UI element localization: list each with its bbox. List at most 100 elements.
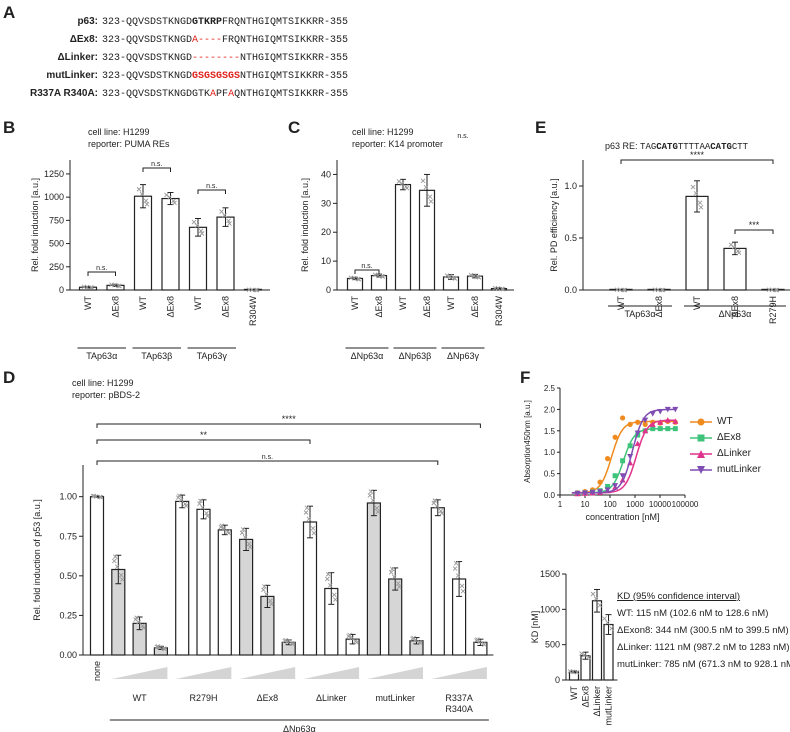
replicate-marker xyxy=(176,493,182,499)
panel-d-note: cell line: H1299 reporter: pBDS-2 xyxy=(72,377,140,401)
group-label: ΔNp63β xyxy=(399,351,432,361)
kd-summary: KD (95% confidence interval) WT: 115 nM … xyxy=(617,588,790,673)
x-tick-label: ΔEx8 xyxy=(422,296,432,318)
y-tick-label: 0.0 xyxy=(544,491,556,500)
replicate-marker xyxy=(89,285,95,291)
replicate-marker xyxy=(404,185,410,191)
replicate-marker xyxy=(162,646,168,652)
chart-f-binding: 0.0 0.5 1.0 1.5 2.0 2.5 1 10 100 1000 10000 100000 c… xyxy=(523,384,699,522)
kd-line-wt: WT: 115 nM (102.6 nM to 128.6 nM) xyxy=(617,608,769,619)
replicate-marker xyxy=(579,651,584,656)
y-tick-label: 500 xyxy=(49,239,64,249)
group-label: TAp63γ xyxy=(197,351,228,361)
legend-label-mutlinker: mutLinker xyxy=(717,464,761,475)
replicate-marker xyxy=(452,566,458,571)
replicate-marker xyxy=(452,276,458,281)
y-tick-label: 0.5 xyxy=(564,233,577,243)
significance-bracket xyxy=(96,423,481,428)
legend-label-dex8: ΔEx8 xyxy=(717,432,741,443)
sequence-segment: FRQNTHGIQMTSIKKRR-355 xyxy=(222,17,349,28)
replicate-marker xyxy=(427,194,433,200)
replicate-marker xyxy=(396,179,402,184)
data-point-mutlinker xyxy=(604,487,611,493)
replicate-marker xyxy=(347,632,352,638)
legend-item-wt: WT xyxy=(690,414,761,430)
data-point-mutlinker xyxy=(619,473,626,479)
data-point-wt xyxy=(627,421,633,427)
replicate-marker xyxy=(254,287,260,293)
sequence-segment: 323-QQVSDSTKNGD xyxy=(102,17,193,28)
replicate-marker xyxy=(428,199,434,204)
group-label: TAp63α xyxy=(624,309,655,319)
replicate-marker xyxy=(499,286,505,292)
data-point-dlinker xyxy=(642,427,649,434)
replicate-marker xyxy=(693,190,699,196)
replicate-marker xyxy=(205,513,210,519)
significance-bracket xyxy=(96,460,439,465)
x-tick-label: 1 xyxy=(558,500,563,509)
sequence-segment: 323-QQVSDSTKNGD xyxy=(102,53,193,64)
data-point-mutlinker xyxy=(627,453,634,460)
replicate-marker xyxy=(112,554,118,559)
significance-label: n.s. xyxy=(151,161,162,168)
x-tick-label: ΔEx8 xyxy=(470,296,480,318)
replicate-marker xyxy=(574,669,580,675)
replicate-marker xyxy=(261,587,266,593)
sequence-row: ΔLinker: 323-QQVSDSTKNGD--------NTHGIQMTS… xyxy=(18,52,348,64)
y-tick-label: 40 xyxy=(321,169,331,179)
replicate-marker xyxy=(586,654,591,660)
y-tick-label: 1.0 xyxy=(544,448,556,457)
significance-label: *** xyxy=(749,220,760,230)
replicate-marker xyxy=(198,498,203,504)
sequence-row: mutLinker: 323-QQVSDSTKNGDGSGSGSGSNTHGIQM… xyxy=(18,70,348,82)
replicate-marker xyxy=(324,576,330,582)
sequence-text: 323-QQVSDSTKNGDA----FRQNTHGIQMTSIKKRR-35… xyxy=(102,35,348,46)
replicate-marker xyxy=(143,198,149,204)
data-point-dlinker xyxy=(664,417,671,423)
bar xyxy=(133,195,153,291)
data-point-wt xyxy=(612,434,618,440)
replicate-marker xyxy=(98,494,104,500)
replicate-marker xyxy=(240,527,246,532)
x-tick-label: WT xyxy=(569,686,579,700)
data-point-dex8 xyxy=(665,426,671,432)
data-point-dlinker xyxy=(657,419,664,425)
x-tick-label: WT xyxy=(446,296,456,310)
x-tick-label: ΔEx8 xyxy=(166,296,176,318)
replicate-marker xyxy=(593,596,599,601)
bar xyxy=(89,496,105,656)
bar xyxy=(217,529,232,656)
group-label: ΔNp63α xyxy=(283,724,316,732)
panel-e-re-sequence: p63 RE: TAGCATGTTTTAACATGCTT xyxy=(605,140,748,153)
replicate-marker xyxy=(455,573,461,578)
significance-label: n.s. xyxy=(96,265,107,272)
significance-bracket xyxy=(620,159,774,164)
sequence-row: p63: 323-QQVSDSTKNGDGTKRPFRQNTHGIQMTSIKKR… xyxy=(18,16,348,28)
x-tick-label: 10000 xyxy=(649,500,672,509)
replicate-marker xyxy=(605,620,610,625)
significance-bracket xyxy=(354,269,380,274)
panel-letter-a: A xyxy=(3,3,16,22)
sequence-segment: 323-QQVSDSTKNGD xyxy=(102,71,193,82)
sequence-segment: A xyxy=(210,89,217,100)
x-tick-label: ΔEx8 xyxy=(111,296,121,318)
y-tick-label: 1000 xyxy=(540,604,560,614)
data-point-mutlinker xyxy=(657,409,664,415)
y-tick-label: 0.00 xyxy=(59,650,77,660)
replicate-marker xyxy=(438,508,444,514)
bar xyxy=(239,538,254,656)
re-sequence-segment: TAG xyxy=(640,142,657,152)
y-tick-label: 1250 xyxy=(44,169,64,179)
data-point-wt xyxy=(620,415,626,421)
sequence-row: R337A R340A: 323-QQVSDSTKNGDGTKAPFAQNTHGI… xyxy=(18,88,348,100)
data-point-dlinker xyxy=(634,440,641,447)
condition-label: WT xyxy=(133,693,147,703)
significance-bracket xyxy=(734,229,774,234)
replicate-marker xyxy=(306,516,312,522)
replicate-marker xyxy=(167,195,172,200)
x-tick-label: 100000 xyxy=(672,500,699,509)
panel-c-note: cell line: H1299 reporter: K14 promoter xyxy=(352,126,443,150)
y-tick-label: 0 xyxy=(59,285,64,295)
re-sequence-segment: TTTTAA xyxy=(677,142,711,152)
bar xyxy=(161,197,180,291)
